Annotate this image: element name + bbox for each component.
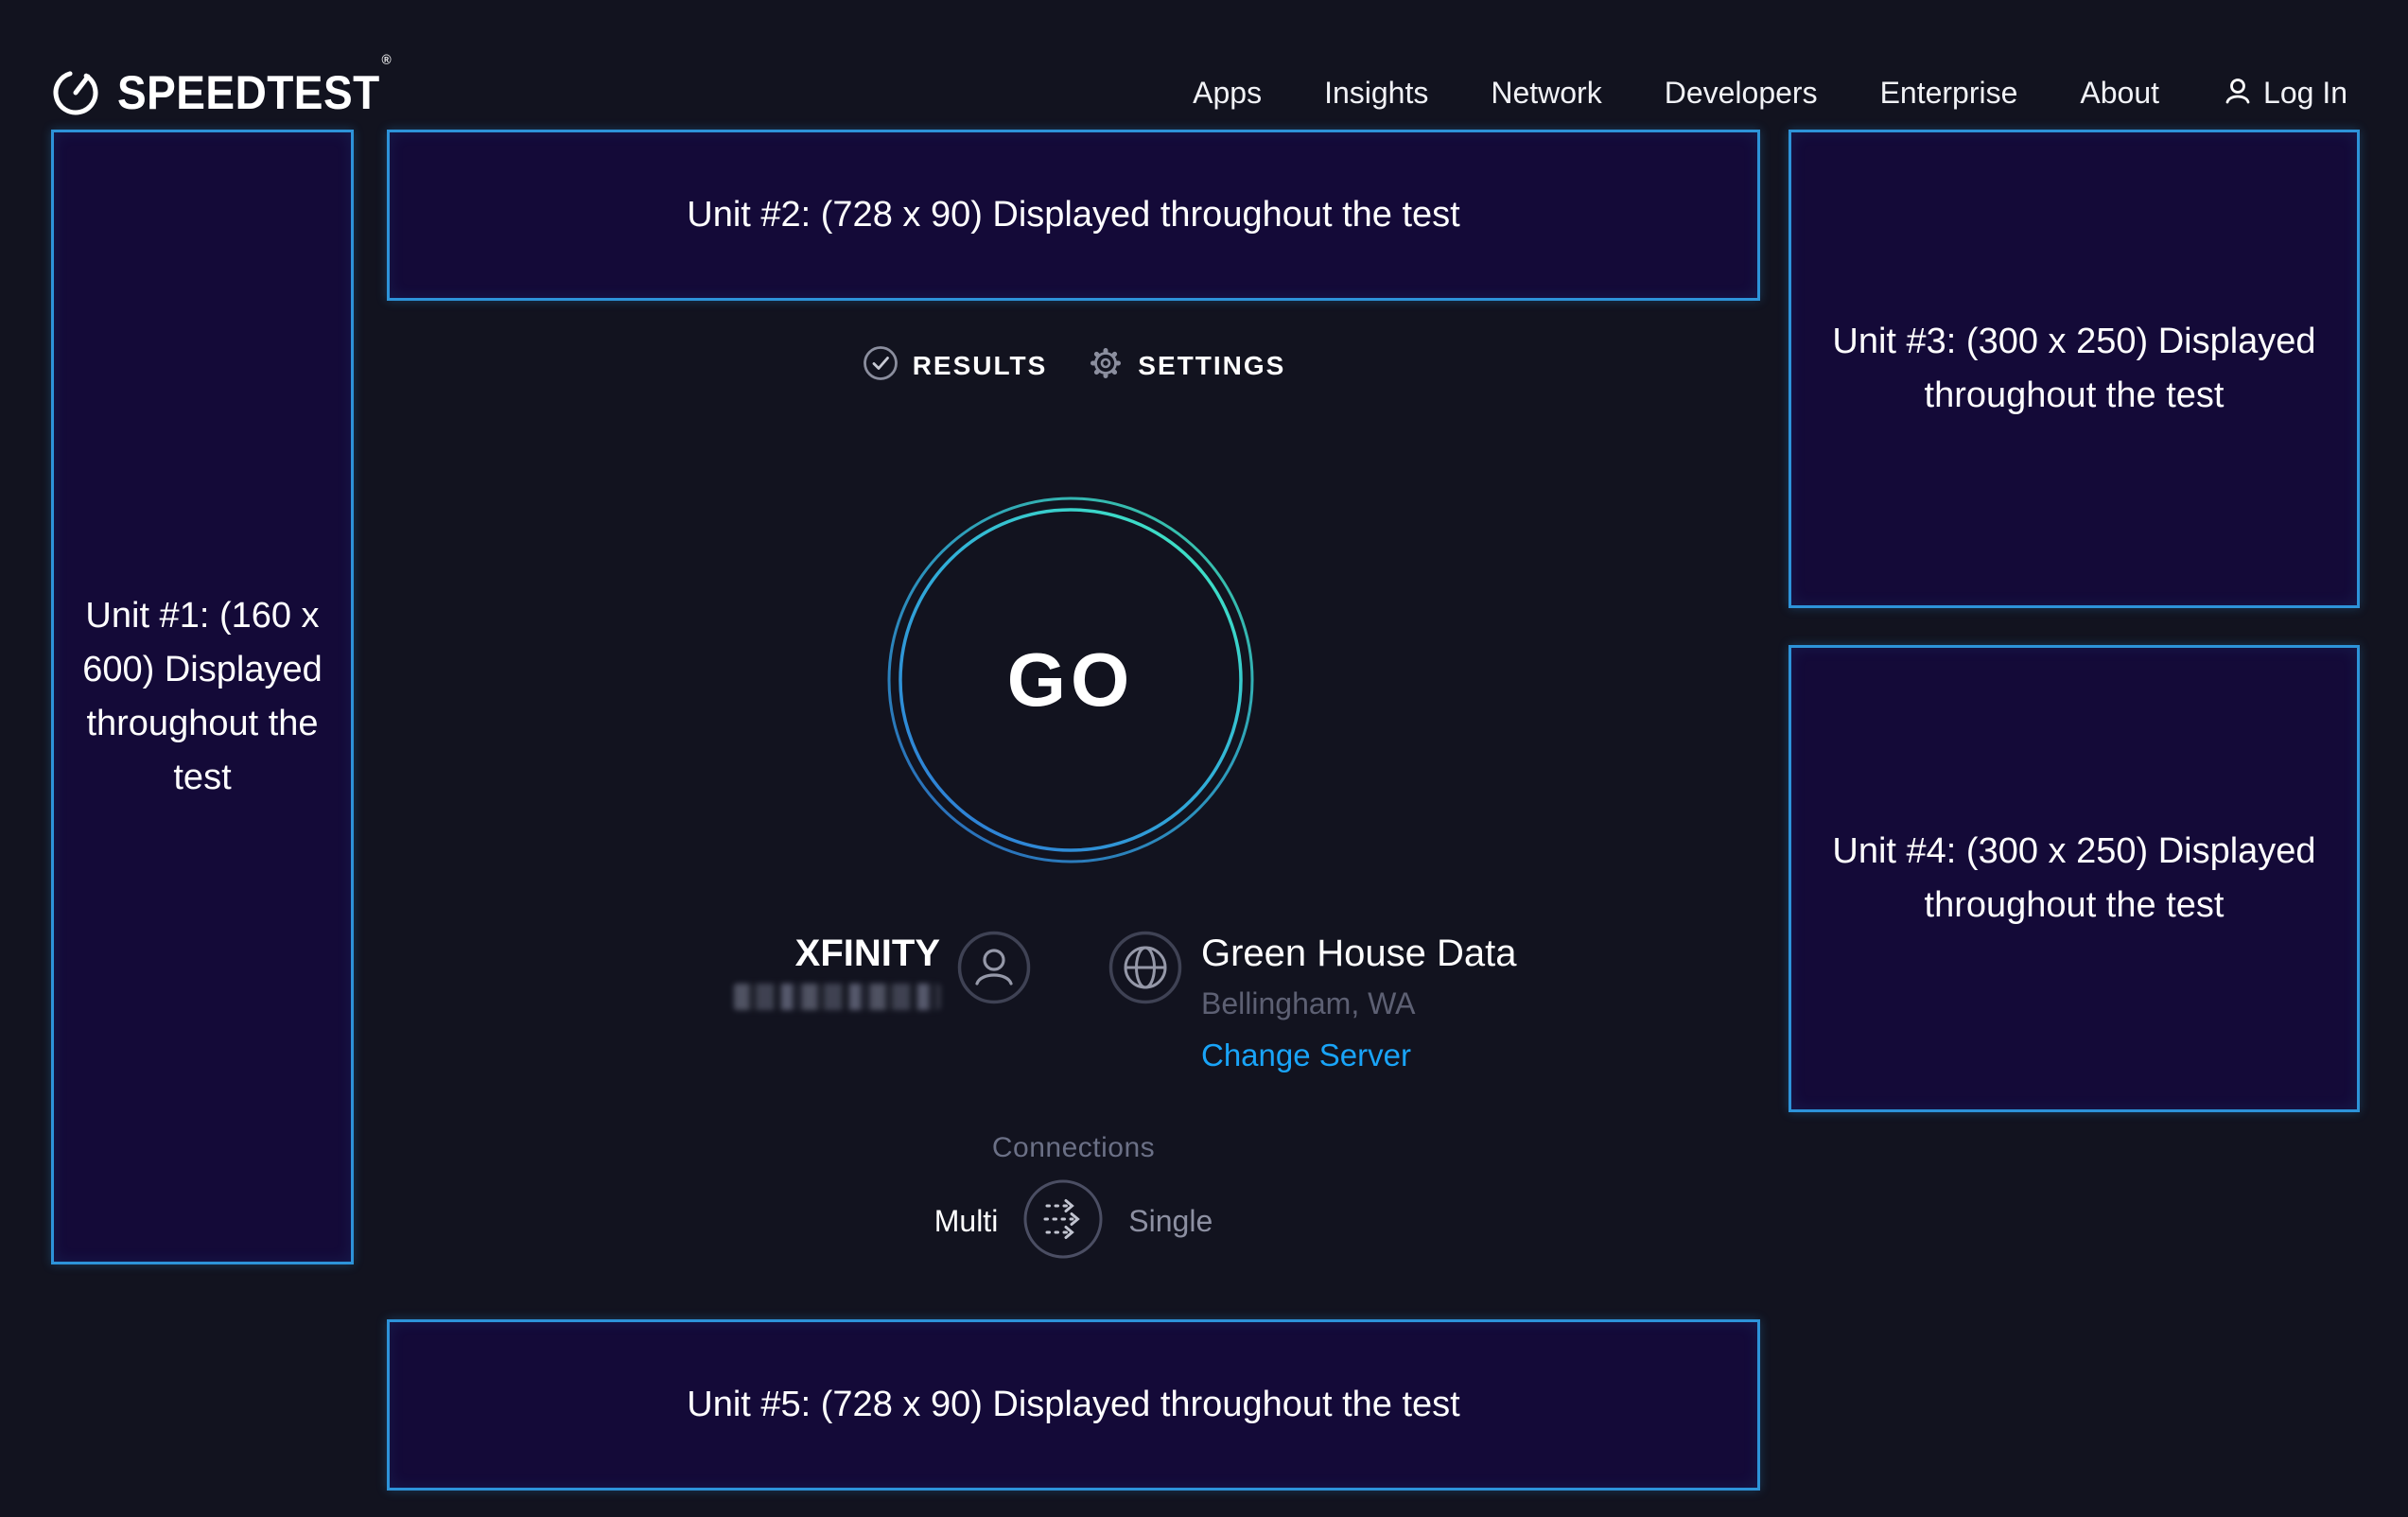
ad-unit-4[interactable]: Unit #4: (300 x 250) Displayed throughou… [1789,645,2360,1112]
change-server-link[interactable]: Change Server [1201,1037,1411,1072]
logo-wordmark: SPEEDTEST® [117,52,393,119]
gauge-icon [51,63,102,123]
nav-item-insights[interactable]: Insights [1324,75,1429,110]
gear-icon [1087,344,1125,387]
ad-unit-2-label: Unit #2: (728 x 90) Displayed throughout… [687,195,1460,235]
isp-name: XFINITY [794,933,940,974]
go-button-label: GO [1006,637,1135,722]
tabs-row: RESULTS SETTINGS [387,344,1760,387]
ad-unit-5-label: Unit #5: (728 x 90) Displayed throughout… [687,1385,1460,1424]
connections-label: Connections [991,1132,1156,1163]
ad-unit-4-label: Unit #4: (300 x 250) Displayed throughou… [1832,831,2316,925]
connections-single-option[interactable]: Single [1128,1204,1213,1238]
nav-item-network[interactable]: Network [1491,75,1602,110]
tab-results-label: RESULTS [912,350,1048,380]
login-button[interactable]: Log In [2222,75,2347,112]
connections-multi-option[interactable]: Multi [934,1204,999,1238]
server-name: Green House Data [1201,933,1517,974]
tab-settings-label: SETTINGS [1138,350,1286,380]
ad-unit-3-label: Unit #3: (300 x 250) Displayed throughou… [1832,322,2316,415]
speedtest-logo[interactable]: SPEEDTEST® [51,52,413,123]
nav-item-apps[interactable]: Apps [1193,75,1263,110]
person-icon [2222,75,2254,112]
nav-item-enterprise[interactable]: Enterprise [1879,75,2018,110]
tab-settings[interactable]: SETTINGS [1087,344,1285,387]
person-icon [957,931,1031,1010]
connection-mode-toggle[interactable] [1022,1178,1104,1264]
ad-unit-1[interactable]: Unit #1: (160 x 600) Displayed throughou… [51,130,354,1264]
login-label: Log In [2263,75,2347,110]
server-location: Bellingham, WA [1201,986,1416,1020]
isp-info: XFINITY [387,931,1031,1010]
ad-unit-3[interactable]: Unit #3: (300 x 250) Displayed throughou… [1789,130,2360,608]
check-circle-icon [862,344,899,387]
nav-item-about[interactable]: About [2080,75,2160,110]
go-button[interactable]: GO [885,495,1256,865]
globe-icon [1108,931,1182,1073]
ad-unit-1-label: Unit #1: (160 x 600) Displayed throughou… [82,596,323,797]
main-nav: Apps Insights Network Developers Enterpr… [1193,75,2347,112]
server-info: Green House Data Bellingham, WA Change S… [1108,931,1517,1073]
parallel-arrows-icon [1023,1179,1103,1259]
nav-item-developers[interactable]: Developers [1664,75,1818,110]
tab-results[interactable]: RESULTS [862,344,1048,387]
trademark-symbol: ® [381,52,393,68]
ad-unit-5[interactable]: Unit #5: (728 x 90) Displayed throughout… [387,1319,1760,1491]
ad-unit-2[interactable]: Unit #2: (728 x 90) Displayed throughout… [387,130,1760,301]
top-nav-bar: SPEEDTEST® Apps Insights Network Develop… [0,0,2408,142]
connections-toggle-row: Multi Single [387,1178,1760,1264]
go-button-rings [887,497,1254,863]
ip-address-redacted [734,984,940,1010]
